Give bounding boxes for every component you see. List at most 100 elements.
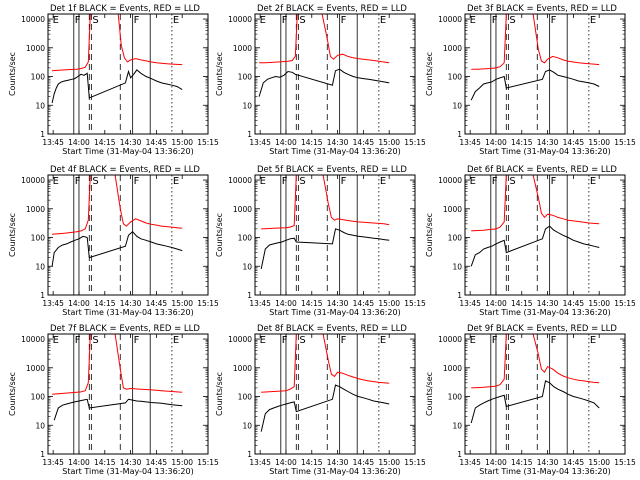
y-axis-label: Counts/sec xyxy=(425,213,434,257)
y-tick-label: 100 xyxy=(448,73,463,82)
x-axis-label: Start Time (31-May-04 13:36:20) xyxy=(269,308,400,317)
x-tick-label: 14:00 xyxy=(485,458,507,467)
region-letter-E: E xyxy=(260,176,266,187)
region-letter-E: E xyxy=(380,15,386,26)
x-tick-label: 14:45 xyxy=(353,458,375,467)
events-series-line xyxy=(258,68,390,97)
region-letter-E: E xyxy=(470,176,476,187)
region-letter-E: E xyxy=(470,335,476,346)
x-tick-label: 14:15 xyxy=(301,299,323,308)
y-tick-label: 1000 xyxy=(233,364,252,373)
panel-det-6: Det 6f BLACK = Events, RED = LLD Counts/s… xyxy=(425,165,636,317)
y-tick-label: 1 xyxy=(247,130,252,139)
plot-frame xyxy=(47,13,209,135)
region-letter-E: E xyxy=(53,176,59,187)
x-tick-label: 14:45 xyxy=(563,138,585,147)
x-tick-label: 15:15 xyxy=(614,138,636,147)
y-axis-label: Counts/sec xyxy=(425,52,434,96)
y-tick-label: 1000 xyxy=(443,205,462,214)
y-tick-label: 10000 xyxy=(228,335,252,344)
y-axis-label: Counts/sec xyxy=(215,213,224,257)
x-axis-label: Start Time (31-May-04 13:36:20) xyxy=(479,467,610,476)
y-tick-label: 1000 xyxy=(233,44,252,53)
plot-frame xyxy=(464,13,626,135)
panel-det-4: Det 4f BLACK = Events, RED = LLD Counts/s… xyxy=(8,165,219,317)
x-tick-label: 15:00 xyxy=(171,458,193,467)
y-tick-label: 1000 xyxy=(26,44,45,53)
plot-frame xyxy=(254,13,416,135)
region-letter-S: S xyxy=(509,176,515,187)
x-axis-label: Start Time (31-May-04 13:36:20) xyxy=(269,147,400,156)
region-letter-E: E xyxy=(260,15,266,26)
x-tick-label: 14:30 xyxy=(537,458,559,467)
y-tick-label: 100 xyxy=(238,73,253,82)
x-tick-label: 15:15 xyxy=(614,299,636,308)
lld-series-line xyxy=(471,14,600,70)
panel-title: Det 2f BLACK = Events, RED = LLD xyxy=(257,4,407,14)
panel-title: Det 4f BLACK = Events, RED = LLD xyxy=(50,165,200,175)
y-tick-label: 100 xyxy=(31,393,46,402)
y-tick-label: 1000 xyxy=(26,205,45,214)
lld-series-line xyxy=(261,175,390,230)
y-axis-label: Counts/sec xyxy=(425,372,434,416)
x-tick-label: 14:15 xyxy=(94,299,116,308)
y-tick-label: 10 xyxy=(242,101,252,110)
plot-frame xyxy=(464,174,626,296)
x-tick-label: 14:30 xyxy=(537,138,559,147)
x-tick-label: 14:45 xyxy=(563,299,585,308)
x-tick-label: 14:15 xyxy=(94,138,116,147)
y-tick-label: 100 xyxy=(448,234,463,243)
x-tick-label: 15:15 xyxy=(404,299,426,308)
region-letter-S: S xyxy=(92,335,98,346)
x-tick-label: 14:00 xyxy=(275,458,297,467)
region-letter-F: F xyxy=(75,15,81,26)
region-letter-E: E xyxy=(53,335,59,346)
events-series-line xyxy=(53,398,183,421)
region-letter-E: E xyxy=(590,15,596,26)
y-tick-label: 10000 xyxy=(21,176,45,185)
x-tick-label: 14:45 xyxy=(146,458,168,467)
region-letter-F: F xyxy=(282,176,288,187)
x-tick-label: 14:30 xyxy=(327,299,349,308)
x-tick-label: 15:15 xyxy=(197,458,219,467)
panel-det-2: Det 2f BLACK = Events, RED = LLD Counts/s… xyxy=(215,4,426,156)
lld-series-line xyxy=(52,14,183,72)
region-letter-F: F xyxy=(551,15,557,26)
x-tick-label: 13:45 xyxy=(459,299,481,308)
y-tick-label: 100 xyxy=(31,73,46,82)
x-tick-label: 15:00 xyxy=(588,299,610,308)
panel-title: Det 7f BLACK = Events, RED = LLD xyxy=(50,324,200,334)
x-tick-label: 13:45 xyxy=(249,458,271,467)
y-tick-label: 10000 xyxy=(21,15,45,24)
x-tick-label: 14:30 xyxy=(120,138,142,147)
region-letter-S: S xyxy=(299,15,305,26)
lld-series-line xyxy=(471,334,600,389)
y-tick-label: 1000 xyxy=(443,364,462,373)
events-series-line xyxy=(51,231,183,267)
y-tick-label: 100 xyxy=(31,234,46,243)
region-letter-F: F xyxy=(134,335,140,346)
x-tick-label: 13:45 xyxy=(249,299,271,308)
panel-det-5: Det 5f BLACK = Events, RED = LLD Counts/s… xyxy=(215,165,426,317)
x-tick-label: 15:00 xyxy=(378,299,400,308)
lld-series-line xyxy=(471,175,600,232)
panel-title: Det 9f BLACK = Events, RED = LLD xyxy=(467,324,617,334)
x-axis-label: Start Time (31-May-04 13:36:20) xyxy=(269,467,400,476)
x-tick-label: 14:15 xyxy=(94,458,116,467)
region-letter-E: E xyxy=(173,335,179,346)
x-axis-label: Start Time (31-May-04 13:36:20) xyxy=(479,308,610,317)
x-tick-label: 14:00 xyxy=(275,299,297,308)
x-tick-label: 15:00 xyxy=(171,299,193,308)
panel-title: Det 5f BLACK = Events, RED = LLD xyxy=(257,165,407,175)
panel-det-9: Det 9f BLACK = Events, RED = LLD Counts/s… xyxy=(425,324,636,476)
x-tick-label: 13:45 xyxy=(42,458,64,467)
events-series-line xyxy=(470,380,600,424)
x-tick-label: 14:00 xyxy=(485,138,507,147)
x-tick-label: 14:00 xyxy=(68,299,90,308)
x-tick-label: 13:45 xyxy=(459,458,481,467)
x-tick-label: 14:45 xyxy=(146,299,168,308)
region-letter-F: F xyxy=(134,15,140,26)
x-axis-label: Start Time (31-May-04 13:36:20) xyxy=(62,147,193,156)
x-tick-label: 15:15 xyxy=(404,138,426,147)
region-letter-S: S xyxy=(299,176,305,187)
